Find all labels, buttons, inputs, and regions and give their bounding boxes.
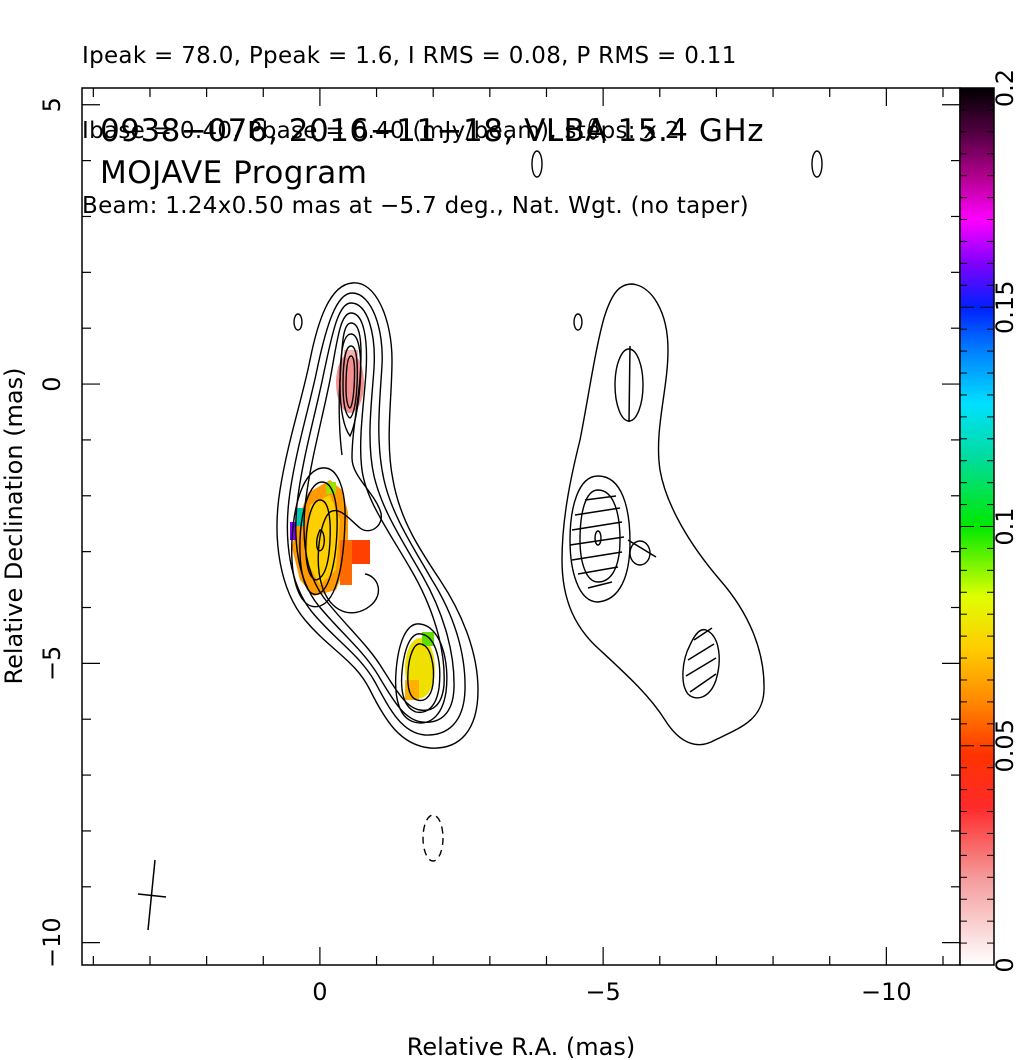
polarized-contour-4 <box>579 489 621 583</box>
intensity-contour-7 <box>342 345 359 419</box>
header-line-3: Beam: 1.24x0.50 mas at −5.7 deg., Nat. W… <box>82 193 749 219</box>
intensity-contour-6 <box>339 333 362 438</box>
negative-contour <box>422 814 444 862</box>
intensity-contour-1 <box>276 282 479 749</box>
core-polarization-edge <box>344 350 358 358</box>
header-line-1: Ipeak = 78.0, Ppeak = 1.6, I RMS = 0.08,… <box>82 43 737 69</box>
x-tick-labels: 0 −5 −10 <box>312 978 911 1006</box>
intensity-contours <box>276 118 823 862</box>
x-axis-label: Relative R.A. (mas) <box>407 1033 635 1060</box>
intensity-contour-18 <box>811 150 823 178</box>
x-tick-label: 0 <box>312 978 327 1006</box>
y-tick-label: −10 <box>38 917 66 968</box>
polarized-contour-3 <box>569 475 631 603</box>
intensity-contour-10 <box>299 481 338 595</box>
colorbar-tick-label: 0.2 <box>991 69 1019 107</box>
inner-jet-polarization-hot <box>306 495 340 585</box>
x-tick-label: −10 <box>861 978 912 1006</box>
inner-jet-polarization-cyan <box>296 508 304 526</box>
intensity-contour-14 <box>400 633 441 714</box>
evpa-tick <box>571 551 623 561</box>
intensity-contour-11 <box>305 499 331 581</box>
y-ticks <box>82 104 960 944</box>
y-tick-labels: 5 0 −5 −10 <box>38 97 66 968</box>
evpa-tick <box>587 581 613 589</box>
y-tick-label: 5 <box>38 97 66 112</box>
colorbar-tick-labels: 0 0.05 0.1 0.15 0.2 <box>991 69 1019 973</box>
evpa-ticks <box>569 345 717 693</box>
polarized-contour-7 <box>682 628 720 699</box>
colorbar-tick-label: 0 <box>991 957 1019 972</box>
intensity-contour-19 <box>588 118 598 140</box>
evpa-tick <box>685 657 717 677</box>
inner-jet-polarization-red <box>352 540 370 564</box>
y-tick-label: 0 <box>38 376 66 391</box>
evpa-tick <box>693 627 713 641</box>
beam-minor-axis <box>137 893 167 898</box>
polarization-pixels <box>290 350 435 700</box>
x-tick-label: −5 <box>585 978 620 1006</box>
colorbar-tick-label: 0.05 <box>991 719 1019 772</box>
y-axis-label: Relative Declination (mas) <box>0 367 28 684</box>
plot-frame <box>81 87 961 966</box>
colorbar-tick-label: 0.15 <box>991 281 1019 334</box>
intensity-contour-15 <box>407 643 435 702</box>
intensity-contour-16 <box>293 313 303 331</box>
evpa-tick <box>627 539 657 558</box>
y-tick-label: −5 <box>38 646 66 681</box>
evpa-tick <box>689 673 717 693</box>
polarized-contour-8 <box>573 313 583 331</box>
colorbar-tick-label: 0.1 <box>991 507 1019 545</box>
evpa-tick <box>584 495 617 501</box>
evpa-tick <box>628 345 631 423</box>
intensity-contour-9 <box>291 467 346 608</box>
intensity-contour-17 <box>531 150 543 178</box>
evpa-tick <box>687 643 715 661</box>
evpa-tick <box>577 566 619 575</box>
polarized-intensity-contours <box>561 283 765 746</box>
polarized-contour-6 <box>629 540 651 566</box>
evpa-tick <box>571 521 623 531</box>
intensity-contour-12 <box>315 529 325 552</box>
evpa-tick <box>574 507 621 516</box>
intensity-contour-3 <box>295 302 455 723</box>
intensity-contour-8 <box>345 355 356 409</box>
polarized-contour-5 <box>594 530 602 546</box>
intensity-contour-4 <box>303 312 445 712</box>
header: Ipeak = 78.0, Ppeak = 1.6, I RMS = 0.08,… <box>82 0 749 244</box>
colorbar-ticks <box>960 87 994 966</box>
plot-title-line-1: 0938−076, 2016−11−18, VLBA 15.4 GHz <box>100 113 764 149</box>
intensity-contour-2 <box>286 292 466 736</box>
beam-marker <box>137 859 167 931</box>
polarized-contour-1 <box>561 283 765 746</box>
intensity-contour-13 <box>394 623 448 724</box>
header-line-2: Ibase = 0.40, Pbase = 0.40 (mJy/beam), s… <box>82 118 680 144</box>
x-ticks <box>92 88 944 965</box>
evpa-tick <box>569 536 625 546</box>
plot-title-line-2: MOJAVE Program <box>100 155 367 191</box>
